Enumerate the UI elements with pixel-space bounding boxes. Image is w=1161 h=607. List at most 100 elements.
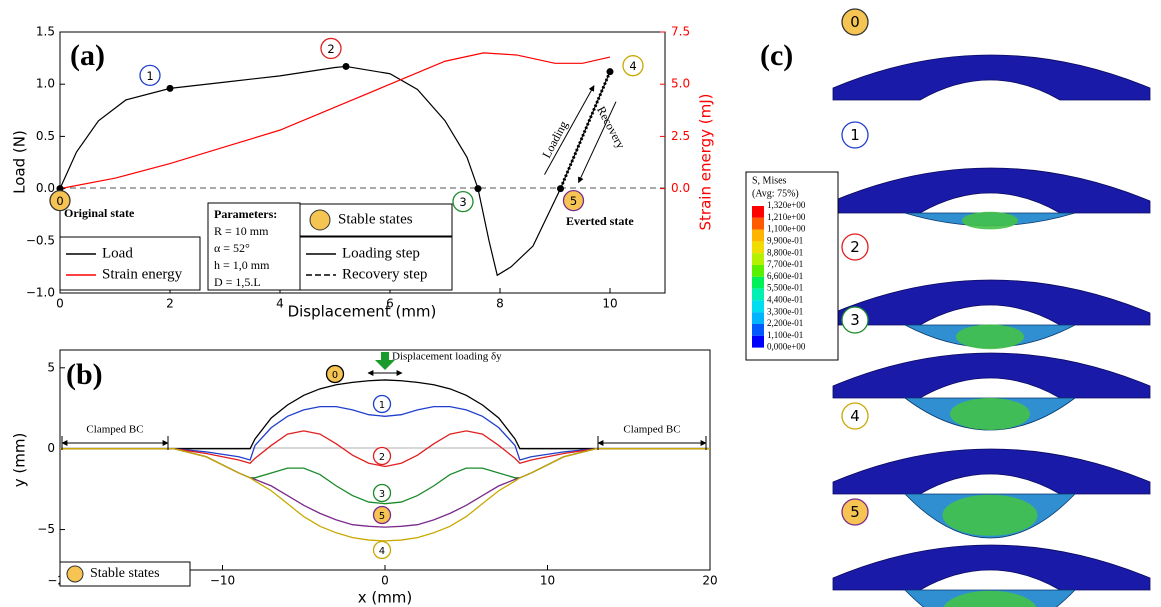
- annotation: Recovery: [594, 104, 628, 151]
- colorbar-band: [752, 230, 764, 242]
- specimen: [833, 280, 1150, 349]
- state-label: 3: [459, 195, 466, 209]
- specimen-core: [950, 398, 1030, 430]
- colorbar-band: [752, 206, 764, 218]
- colorbar-band: [752, 241, 764, 253]
- colorbar-band: [752, 324, 764, 336]
- x-tick-label: 0: [56, 297, 64, 311]
- y-tick-label: −1.0: [26, 286, 55, 300]
- specimen: [833, 449, 1150, 538]
- colorbar-band: [752, 265, 764, 277]
- colorbar-label: 2,200e-01: [767, 318, 803, 328]
- annotation: Everted state: [566, 214, 634, 228]
- panel-label: (c): [760, 39, 793, 72]
- specimen: [833, 168, 1150, 229]
- specimen-shell: [833, 353, 1150, 398]
- legend-label: Load: [102, 245, 133, 261]
- state-label: 5: [850, 503, 860, 521]
- colorbar-label: 0,000e+00: [767, 342, 806, 352]
- colorbar-title: (Avg: 75%): [752, 188, 799, 199]
- annotation: Loading: [539, 118, 570, 160]
- legend-label: Recovery step: [342, 266, 427, 282]
- state-label: 0: [56, 194, 63, 208]
- x-tick-label: 2: [166, 297, 174, 311]
- colorbar-title: S, Mises: [752, 175, 787, 186]
- annotation: Displacement loading δy: [392, 351, 502, 363]
- colorbar-label: 3,300e-01: [767, 306, 803, 316]
- y2-tick-label: 0.0: [671, 181, 690, 195]
- colorbar-band: [752, 300, 764, 312]
- parameter: D = 1,5.L: [214, 275, 261, 289]
- colorbar-label: 6,600e-01: [767, 271, 803, 281]
- colorbar-label: 1,100e-01: [767, 330, 803, 340]
- state-label: 2: [327, 42, 334, 56]
- colorbar-label: 1,320e+00: [767, 200, 806, 210]
- legend-label: Loading step: [342, 245, 420, 261]
- colorbar-label: 4,400e-01: [767, 294, 803, 304]
- state-label: 1: [146, 69, 153, 83]
- specimen-shell: [833, 168, 1150, 213]
- legend-label: Stable states: [90, 566, 160, 581]
- state-label: 0: [332, 370, 338, 381]
- colorbar-band: [752, 218, 764, 230]
- state-point: [475, 185, 482, 192]
- legend-swatch: [310, 210, 330, 230]
- legend-label: Stable states: [338, 211, 413, 227]
- x-tick-label: 10: [540, 574, 555, 588]
- annotation: Clamped BC: [623, 424, 680, 436]
- state-label: 4: [379, 546, 385, 557]
- specimen-shell: [833, 545, 1150, 590]
- colorbar-band: [752, 336, 764, 348]
- y-tick-label: 5: [47, 360, 55, 374]
- specimen: [833, 55, 1150, 100]
- colorbar-label: 5,500e-01: [767, 283, 803, 293]
- state-label: 2: [379, 452, 385, 463]
- state-label: 1: [850, 126, 860, 144]
- profile-line: [60, 380, 710, 449]
- colorbar-band: [752, 289, 764, 301]
- annotation: Original state: [64, 206, 135, 220]
- state-label: 3: [850, 311, 860, 329]
- colorbar-band: [752, 312, 764, 324]
- x-tick-label: 4: [276, 297, 284, 311]
- state-label: 0: [850, 13, 860, 31]
- state-label: 4: [850, 407, 860, 425]
- x-tick-label: 8: [496, 297, 504, 311]
- state-label: 4: [629, 59, 636, 73]
- legend-label: Strain energy: [102, 266, 183, 282]
- specimen-core: [943, 495, 1038, 536]
- x-tick-label: 6: [386, 297, 394, 311]
- y-tick-label: 0.5: [36, 129, 55, 143]
- colorbar-band: [752, 253, 764, 265]
- x-tick-label: 20: [702, 574, 717, 588]
- figure: (a) (b) (c) Displacement (mm) Load (N) S…: [0, 0, 1161, 607]
- state-label: 1: [379, 400, 385, 411]
- y-axis-label: Load (N): [11, 130, 29, 194]
- state-label: 5: [379, 511, 385, 522]
- specimen-core: [956, 324, 1024, 349]
- panel-label: (a): [70, 39, 105, 72]
- legend-swatch: [67, 566, 83, 582]
- x-axis-label: x (mm): [358, 589, 413, 607]
- parameter: R = 10 mm: [214, 224, 269, 238]
- parameter: h = 1,0 mm: [214, 258, 270, 272]
- y-axis-label: y (mm): [11, 433, 29, 488]
- parameter: Parameters:: [214, 207, 277, 221]
- state-point: [167, 85, 174, 92]
- specimen-shell: [833, 449, 1150, 494]
- specimen: [833, 353, 1150, 430]
- y-tick-label: 1.5: [36, 25, 55, 39]
- x-tick-label: −10: [210, 574, 235, 588]
- colorbar-label: 8,800e-01: [767, 247, 803, 257]
- panel-label: (b): [66, 358, 103, 391]
- y-tick-label: 0.0: [36, 181, 55, 195]
- x-axis-label: Displacement (mm): [288, 303, 437, 321]
- colorbar-label: 9,900e-01: [767, 235, 803, 245]
- colorbar-label: 7,700e-01: [767, 259, 803, 269]
- y2-tick-label: 2.5: [671, 129, 690, 143]
- x-tick-label: 10: [602, 297, 617, 311]
- colorbar-label: 1,100e+00: [767, 224, 806, 234]
- state-point: [607, 68, 614, 75]
- y2-axis-label: Strain energy (mJ): [697, 94, 715, 231]
- y-tick-label: 0: [47, 441, 55, 455]
